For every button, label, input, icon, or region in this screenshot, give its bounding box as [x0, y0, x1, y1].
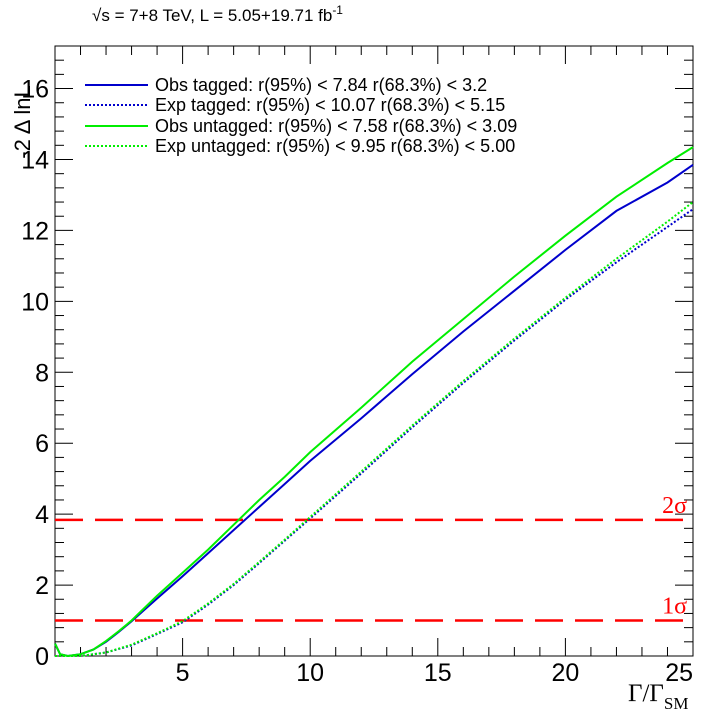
y-tick-label: 12 [21, 217, 49, 245]
x-tick-label: 25 [665, 659, 693, 687]
y-tick-label: 2 [35, 572, 49, 600]
y-axis-title: -2 Δ lnL [10, 85, 35, 158]
y-tick-label: 4 [35, 501, 49, 529]
x-tick-label: 15 [424, 659, 452, 687]
y-tick-label: 8 [35, 359, 49, 387]
chart-title: √s = 7+8 TeV, L = 5.05+19.71 fb-1 [92, 3, 343, 25]
plot-frame [54, 45, 694, 657]
y-tick-labels: 0 2 4 6 8 10 12 14 16 [21, 76, 49, 671]
x-tick-label: 20 [551, 659, 579, 687]
legend: Obs tagged: r(95%) < 7.84 r(68.3%) < 3.2… [85, 75, 517, 156]
series-line-4 [55, 201, 694, 657]
y-tick-label: 0 [35, 643, 49, 671]
title-sqrt: √s [92, 6, 110, 25]
title-energy: = 7+8 TeV, L = 5.05+19.71 fb [110, 6, 332, 25]
y-tick-label: 6 [35, 430, 49, 458]
title-exponent: -1 [332, 3, 343, 17]
series-line-1 [54, 163, 694, 658]
y-tick-label: 14 [21, 146, 49, 174]
x-axis-title: Γ/ΓSM [628, 680, 688, 713]
series-line-2 [55, 208, 694, 657]
svg-text:√s = 7+8 TeV, L = 5.05+19.71: √s = 7+8 TeV, L = 5.05+19.71 fb-1 [92, 3, 343, 25]
x-axis-title-main: Γ/Γ [628, 680, 664, 707]
legend-label: Obs untagged: r(95%) < 7.58 r(68.3%) < 3… [155, 116, 517, 136]
y-tick-label: 10 [21, 288, 49, 316]
x-axis-title-sub: SM [664, 694, 689, 713]
series-curves [54, 146, 694, 658]
x-tick-label: 5 [176, 659, 190, 687]
sigma-label: 2σ [662, 493, 687, 519]
minor-ticks [55, 46, 693, 656]
legend-label: Exp untagged: r(95%) < 9.95 r(68.3%) < 5… [155, 136, 515, 156]
series-line-3 [54, 146, 694, 658]
sigma-reference-lines: 1σ 2σ [55, 493, 693, 622]
sigma-label: 1σ [662, 594, 687, 620]
x-tick-label: 10 [296, 659, 324, 687]
x-tick-labels: 5 10 15 20 25 [176, 659, 693, 687]
legend-label: Exp tagged: r(95%) < 10.07 r(68.3%) < 5.… [155, 95, 505, 115]
major-ticks [55, 46, 694, 657]
legend-label: Obs tagged: r(95%) < 7.84 r(68.3%) < 3.2 [155, 75, 487, 95]
y-tick-label: 16 [21, 76, 49, 104]
